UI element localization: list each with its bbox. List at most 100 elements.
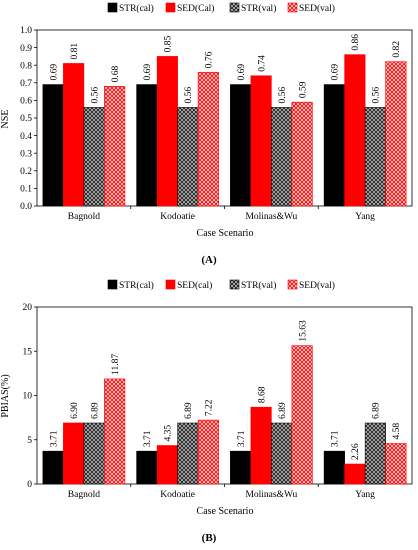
y-tick-label: 5 (27, 436, 32, 446)
data-label: 0.82 (392, 41, 402, 58)
bar (364, 107, 386, 207)
y-tick-label: 20 (23, 303, 33, 313)
x-tick-label: Kodoatie (160, 212, 195, 222)
data-label: 15.63 (298, 320, 308, 342)
data-label: 0.56 (90, 87, 100, 104)
bar (156, 56, 178, 207)
legend-swatch (229, 2, 240, 13)
bar (83, 422, 105, 485)
bar (291, 101, 313, 207)
legend-swatch (287, 2, 298, 13)
y-tick-label: 0.5 (20, 114, 32, 124)
bar (364, 422, 386, 485)
data-label: 8.68 (257, 386, 267, 403)
y-tick-label: 0.0 (20, 202, 32, 212)
legend-swatch (165, 279, 176, 290)
data-label: 11.87 (111, 354, 121, 375)
bar (230, 84, 252, 207)
data-label: 3.71 (237, 430, 247, 447)
y-tick-label: 0.7 (20, 79, 32, 89)
chart-panel-b: STR(cal) SED(cal) STR(val) SED(val) 0 5 10 15 2… (0, 279, 413, 544)
data-label: 0.81 (70, 43, 80, 60)
bar (250, 75, 272, 207)
data-label: 0.74 (257, 55, 267, 72)
legend-b: STR(cal) SED(cal) STR(val) SED(val) (107, 279, 335, 291)
bar (344, 54, 366, 207)
y-tick-label: 0.4 (20, 132, 32, 142)
data-label: 0.69 (143, 64, 153, 81)
data-label: 3.71 (49, 430, 59, 447)
bar (291, 345, 313, 485)
bar (63, 63, 85, 207)
bar (104, 86, 126, 207)
data-label: 0.59 (298, 81, 308, 98)
plot-area-b: 0 5 10 15 20 Bagnold 3.71 6.90 6.89 11.87 Kodoatie… (23, 303, 413, 500)
bar (271, 107, 293, 207)
x-tick-label: Yang (355, 490, 375, 500)
legend-label: STR(val) (241, 3, 276, 14)
bar (197, 419, 219, 485)
legend-label: SED(Cal) (177, 3, 214, 14)
bar (136, 84, 158, 207)
bar (230, 450, 252, 485)
legend-a: STR(cal) SED(Cal) STR(val) SED(val) (107, 2, 335, 14)
bar (104, 378, 126, 485)
y-tick-label: 0.9 (20, 44, 32, 54)
data-label: 0.69 (331, 64, 341, 81)
bar (250, 406, 272, 485)
bar (385, 61, 407, 207)
data-label: 6.89 (90, 402, 100, 419)
bar (177, 107, 199, 207)
bar (385, 443, 407, 485)
y-axis-title-a: NSE (0, 110, 11, 129)
x-axis-title-a: Case Scenario (197, 228, 254, 239)
bar (136, 450, 158, 485)
legend-swatch (107, 279, 118, 290)
bar (42, 450, 64, 485)
y-tick-label: 0 (27, 480, 32, 490)
bar (156, 445, 178, 485)
y-axis-title-b: PBIAS(%) (0, 374, 11, 417)
bar (271, 422, 293, 485)
y-tick-label: 0.8 (20, 61, 32, 71)
y-tick-label: 0.3 (20, 149, 32, 159)
data-label: 4.58 (392, 423, 402, 440)
legend-label: SED(cal) (177, 280, 212, 291)
legend-swatch (107, 2, 118, 13)
data-label: 0.86 (351, 34, 361, 51)
data-label: 3.71 (143, 430, 153, 447)
data-label: 0.56 (184, 87, 194, 104)
legend-label: SED(val) (299, 3, 335, 14)
x-tick-label: Kodoatie (160, 490, 195, 500)
data-label: 6.89 (184, 402, 194, 419)
legend-label: STR(val) (241, 280, 276, 291)
data-label: 0.76 (205, 51, 215, 68)
data-label: 0.56 (278, 87, 288, 104)
y-tick-label: 0.6 (20, 97, 32, 107)
x-tick-label: Bagnold (68, 212, 100, 222)
legend-label: STR(cal) (119, 280, 154, 291)
x-tick-label: Molinas&Wu (245, 212, 297, 222)
data-label: 0.69 (49, 64, 59, 81)
data-label: 4.35 (164, 425, 174, 442)
data-label: 0.68 (111, 65, 121, 82)
data-label: 6.90 (70, 402, 80, 419)
data-label: 3.71 (331, 430, 341, 447)
plot-area-a: 0.0 0.1 0.2 0.3 0.4 0.5 0.6 0.7 0.8 0.9 1.0 Bagnold… (20, 26, 413, 222)
data-label: 6.89 (372, 402, 382, 419)
legend-swatch (229, 279, 240, 290)
panel-label-b: (B) (202, 532, 217, 544)
data-label: 0.85 (164, 36, 174, 53)
legend-label: STR(cal) (119, 3, 154, 14)
bar (177, 422, 199, 485)
bar (42, 84, 64, 207)
x-tick-label: Yang (355, 212, 375, 222)
legend-label: SED(val) (299, 280, 335, 291)
legend-swatch (287, 279, 298, 290)
data-label: 7.22 (205, 399, 215, 416)
panel-label-a: (A) (201, 254, 217, 266)
data-label: 6.89 (278, 402, 288, 419)
bar (344, 463, 366, 485)
bar (323, 84, 345, 207)
data-label: 2.26 (351, 443, 361, 460)
